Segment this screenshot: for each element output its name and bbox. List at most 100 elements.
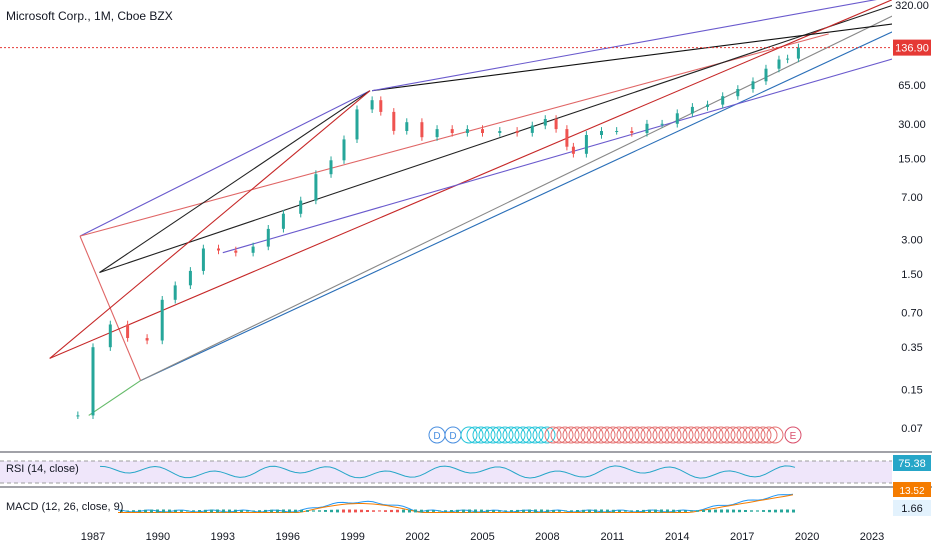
trendline[interactable]	[222, 58, 894, 254]
candle-body[interactable]	[420, 122, 424, 138]
candle-body[interactable]	[584, 135, 588, 154]
candle-body[interactable]	[543, 119, 547, 126]
candle-body[interactable]	[392, 111, 396, 131]
candle-body[interactable]	[355, 109, 359, 140]
event-marker[interactable]	[760, 426, 778, 444]
candle-body[interactable]	[379, 100, 383, 112]
candle-body[interactable]	[706, 104, 709, 107]
event-marker[interactable]	[532, 426, 550, 444]
event-marker[interactable]	[538, 426, 556, 444]
candle-body[interactable]	[188, 270, 192, 286]
candle-body[interactable]	[450, 129, 454, 133]
event-marker[interactable]	[490, 426, 508, 444]
event-marker[interactable]	[502, 426, 520, 444]
event-marker[interactable]	[460, 426, 478, 444]
candle-body[interactable]	[675, 113, 679, 124]
event-marker[interactable]	[706, 426, 724, 444]
event-marker[interactable]	[610, 426, 628, 444]
event-marker[interactable]	[718, 426, 736, 444]
candle-body[interactable]	[160, 299, 164, 341]
trendline[interactable]	[88, 380, 141, 416]
event-marker[interactable]	[496, 426, 514, 444]
candle-body[interactable]	[465, 129, 469, 133]
event-marker[interactable]	[574, 426, 592, 444]
candle-body[interactable]	[281, 213, 285, 229]
candle-body[interactable]	[777, 59, 781, 69]
time-axis[interactable]	[0, 524, 892, 550]
candle-body[interactable]	[515, 131, 519, 133]
event-marker[interactable]	[646, 426, 664, 444]
event-marker[interactable]	[664, 426, 682, 444]
trendline[interactable]	[79, 90, 371, 237]
event-marker[interactable]	[544, 426, 562, 444]
candle-body[interactable]	[342, 139, 346, 161]
event-marker[interactable]	[592, 426, 610, 444]
trendline[interactable]	[140, 30, 894, 382]
candle-body[interactable]	[251, 246, 255, 253]
candle-body[interactable]	[565, 129, 569, 147]
trendline[interactable]	[372, 0, 894, 92]
candle-body[interactable]	[498, 131, 502, 133]
candle-body[interactable]	[201, 248, 205, 271]
candle-body[interactable]	[764, 68, 768, 82]
event-marker[interactable]	[556, 426, 574, 444]
event-marker[interactable]	[688, 426, 706, 444]
event-marker[interactable]	[658, 426, 676, 444]
candle-body[interactable]	[736, 89, 740, 97]
candle-body[interactable]	[329, 160, 333, 175]
candle-body[interactable]	[600, 131, 603, 135]
event-marker[interactable]	[526, 426, 544, 444]
event-marker[interactable]	[562, 426, 580, 444]
trendline[interactable]	[49, 0, 894, 359]
candle-body[interactable]	[435, 129, 439, 138]
event-marker[interactable]	[520, 426, 538, 444]
event-marker[interactable]	[730, 426, 748, 444]
event-marker[interactable]	[652, 426, 670, 444]
candle-body[interactable]	[370, 100, 374, 110]
event-marker[interactable]	[508, 426, 526, 444]
candle-body[interactable]	[554, 119, 558, 130]
event-marker[interactable]	[742, 426, 760, 444]
candle-body[interactable]	[217, 248, 220, 251]
event-marker[interactable]	[550, 426, 568, 444]
event-marker[interactable]	[514, 426, 532, 444]
event-marker[interactable]	[628, 426, 646, 444]
event-marker[interactable]	[736, 426, 754, 444]
event-marker[interactable]	[466, 426, 484, 444]
candle-body[interactable]	[405, 122, 409, 131]
candle-body[interactable]	[571, 146, 575, 154]
candle-body[interactable]	[690, 106, 694, 114]
event-marker[interactable]	[478, 426, 496, 444]
trendline[interactable]	[372, 23, 894, 92]
price-axis[interactable]	[892, 0, 932, 530]
event-marker[interactable]	[694, 426, 712, 444]
trendline[interactable]	[99, 4, 894, 274]
candle-body[interactable]	[266, 228, 270, 247]
event-marker[interactable]	[634, 426, 652, 444]
candle-body[interactable]	[630, 131, 634, 133]
trendline[interactable]	[49, 90, 371, 359]
event-marker[interactable]	[676, 426, 694, 444]
event-marker[interactable]	[748, 426, 766, 444]
candle-body[interactable]	[173, 285, 177, 300]
candle-body[interactable]	[76, 415, 80, 417]
trendline[interactable]	[140, 14, 894, 382]
candle-body[interactable]	[126, 324, 130, 339]
event-marker[interactable]	[724, 426, 742, 444]
event-marker[interactable]	[616, 426, 634, 444]
candle-body[interactable]	[786, 58, 790, 60]
event-marker[interactable]	[472, 426, 490, 444]
candle-body[interactable]	[796, 47, 800, 59]
event-marker[interactable]	[766, 426, 784, 444]
event-marker[interactable]	[568, 426, 586, 444]
event-marker[interactable]	[700, 426, 718, 444]
candle-body[interactable]	[145, 338, 149, 341]
event-marker[interactable]	[580, 426, 598, 444]
candle-body[interactable]	[530, 125, 534, 133]
event-marker[interactable]	[640, 426, 658, 444]
candle-body[interactable]	[314, 174, 318, 201]
candle-body[interactable]	[615, 131, 619, 132]
event-marker[interactable]	[586, 426, 604, 444]
trendline[interactable]	[99, 90, 371, 273]
candle-body[interactable]	[751, 81, 755, 89]
